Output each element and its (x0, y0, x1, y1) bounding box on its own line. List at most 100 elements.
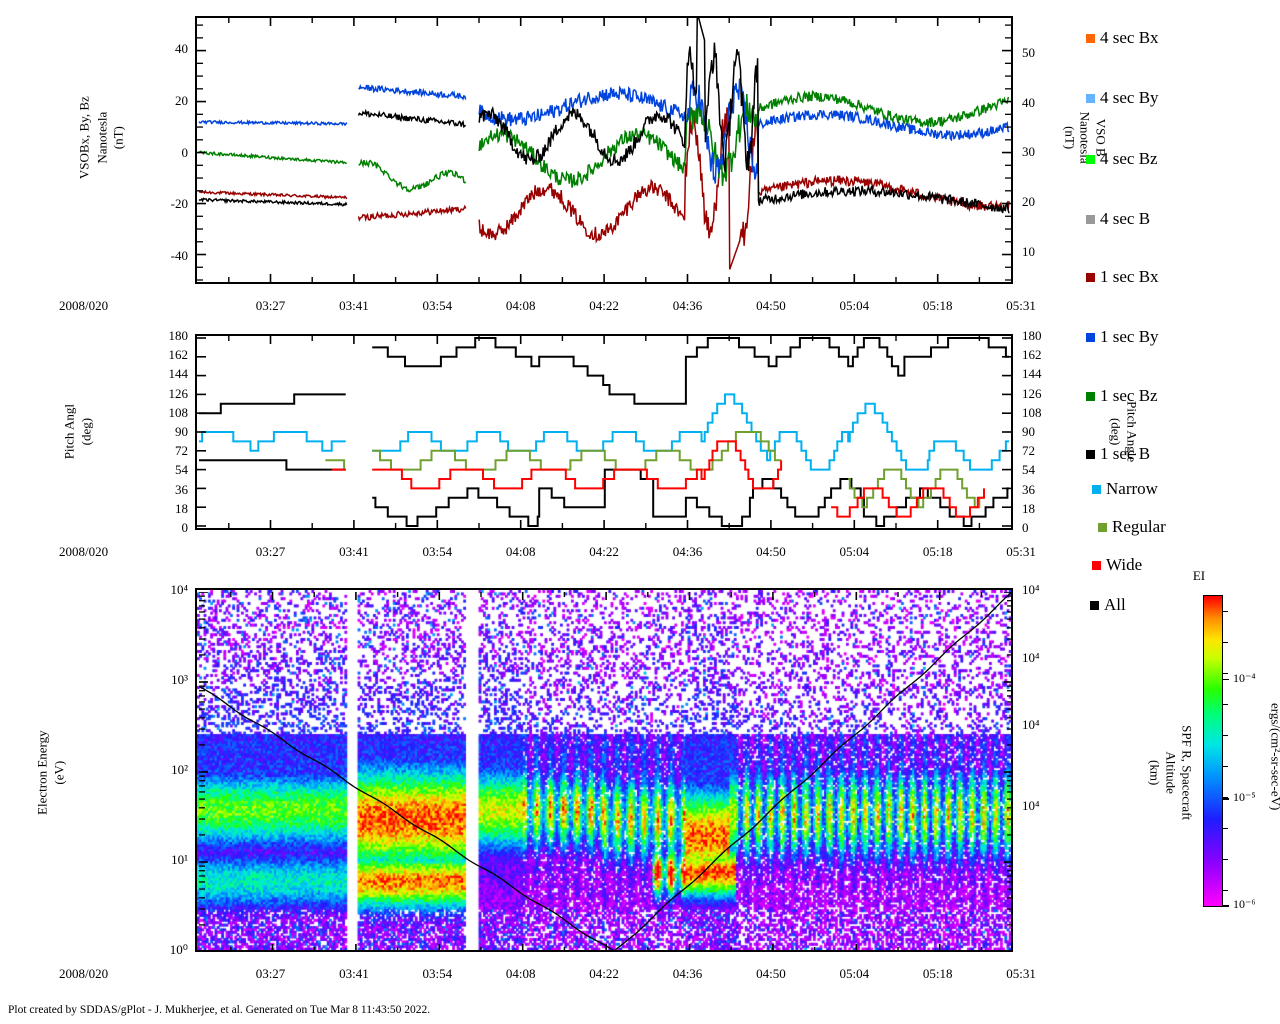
legend-item-4-sec-b[interactable]: 4 sec B (1086, 209, 1150, 229)
y-tick-label: 10⁴ (1022, 649, 1040, 665)
y-tick-label: 40 (1022, 94, 1035, 110)
legend-item-1-sec-bz[interactable]: 1 sec Bz (1086, 386, 1158, 406)
y-tick-label: 126 (1022, 385, 1042, 401)
y-tick-label: 30 (1022, 144, 1035, 160)
legend-item-1-sec-bx[interactable]: 1 sec Bx (1086, 267, 1159, 287)
x-tick-label: 03:54 (422, 544, 453, 559)
y-tick-label: 10⁴ (1022, 798, 1040, 813)
x-tick-label: 05:04 (839, 966, 870, 981)
x-tick-label: 03:54 (422, 298, 453, 313)
y-tick-label: 10⁰ (169, 942, 188, 957)
legend-item-label: 1 sec Bz (1100, 386, 1158, 405)
legend-item-label: Regular (1112, 517, 1166, 536)
y-tick-label: 36 (175, 481, 188, 497)
x-tick-label: 05:31 (1006, 298, 1036, 313)
legend-item-4-sec-bz[interactable]: 4 sec Bz (1086, 149, 1158, 169)
x-tick-label: 03:41 (339, 966, 369, 981)
legend-swatch-icon (1086, 214, 1095, 224)
colorbar-tick-label: 10⁻⁵ (1233, 790, 1256, 805)
legend-item-1-sec-b[interactable]: 1 sec B (1086, 444, 1150, 464)
y-tick-label: 126 (168, 385, 189, 401)
y-tick-label: 162 (168, 347, 189, 363)
panel3-right-axis-label-3: (km) (1147, 683, 1163, 863)
legend-swatch-icon (1086, 93, 1095, 103)
y-tick-label: 10⁴ (1022, 582, 1040, 597)
colorbar-minor-tick (1223, 889, 1228, 891)
y-tick-label: 54 (175, 462, 188, 478)
legend-item-regular[interactable]: Regular (1098, 517, 1166, 537)
x-tick-label: 04:08 (505, 544, 536, 559)
legend-item-label: Narrow (1106, 479, 1158, 498)
colorbar-tick-label: 10⁻⁴ (1233, 670, 1256, 685)
legend-item-all[interactable]: All (1090, 595, 1126, 615)
y-tick-label: 10¹ (171, 852, 188, 867)
colorbar-tick-mark (1223, 798, 1229, 800)
legend-swatch-icon (1098, 522, 1107, 532)
x-tick-label: 03:27 (255, 966, 286, 981)
y-tick-label: 72 (175, 443, 188, 459)
y-tick-label: 108 (1022, 404, 1042, 420)
legend-swatch-icon (1086, 449, 1095, 459)
legend-item-label: 4 sec By (1100, 88, 1159, 107)
colorbar-tick-label: 10⁻⁶ (1233, 897, 1256, 911)
y-tick-label: 20 (1022, 194, 1035, 210)
colorbar-minor-tick (1223, 641, 1228, 643)
y-tick-label: 0 (1022, 520, 1029, 535)
p3-ral3: (km) (1147, 760, 1163, 786)
legend-item-narrow[interactable]: Narrow (1092, 479, 1158, 499)
x-tick-label: 05:31 (1006, 966, 1036, 981)
y-tick-label: 40 (175, 41, 188, 57)
y-tick-label: 10² (171, 762, 188, 777)
x-tick-label: 04:36 (672, 544, 703, 559)
x-tick-label: 04:50 (756, 298, 786, 313)
colorbar-units-label: ergs/(cm²-sr-sec-eV) (1268, 667, 1280, 847)
legend-swatch-icon (1090, 600, 1099, 610)
legend-item-label: 4 sec Bx (1100, 28, 1159, 47)
x-tick-label: 03:27 (255, 544, 286, 559)
y-tick-label: 90 (1022, 424, 1035, 439)
panel3-right-axis-label-2: Altitude (1163, 683, 1179, 863)
x-tick-label: 05:04 (839, 544, 870, 559)
legend-swatch-icon (1086, 332, 1095, 342)
y-tick-label: 36 (1022, 481, 1035, 497)
panel-electron-energy-spectrogram (195, 588, 1013, 952)
x-tick-label: 05:18 (922, 966, 953, 981)
colorbar-minor-tick (1223, 703, 1228, 705)
x-tick-label: 03:54 (422, 966, 453, 981)
y-tick-label: 50 (1022, 44, 1035, 60)
panel3-right-axis-label-1: SPF R, Spacecraft (1179, 683, 1195, 863)
x-tick-label: 04:36 (672, 298, 703, 313)
y-tick-label: 162 (1022, 347, 1042, 363)
panel1-date-label: 2008/020 (59, 298, 109, 313)
y-tick-label: 108 (168, 404, 189, 420)
y-tick-label: 18 (175, 500, 188, 516)
legend-item-4-sec-by[interactable]: 4 sec By (1086, 88, 1159, 108)
colorbar-minor-tick (1223, 796, 1228, 798)
colorbar-minor-tick (1223, 858, 1228, 860)
panel2-date-label: 2008/020 (59, 544, 109, 559)
x-tick-label: 04:50 (756, 966, 786, 981)
y-tick-label: 10 (1022, 244, 1035, 260)
panel3-date-label: 2008/020 (59, 966, 109, 981)
legend-item-label: 1 sec B (1100, 444, 1151, 463)
legend-item-1-sec-by[interactable]: 1 sec By (1086, 327, 1159, 347)
colorbar-minor-tick (1223, 765, 1228, 767)
colorbar-title: EI (1192, 568, 1206, 583)
legend-swatch-icon (1086, 154, 1095, 164)
y-tick-label: 0 (181, 144, 189, 160)
legend: 4 sec Bx 4 sec By 4 sec Bz 4 sec B 1 sec Bx 1… (1078, 10, 1278, 614)
legend-item-4-sec-bx[interactable]: 4 sec Bx (1086, 28, 1159, 48)
x-tick-label: 04:08 (505, 966, 536, 981)
colorbar-minor-tick (1223, 672, 1228, 674)
x-tick-label: 03:41 (339, 298, 369, 313)
y-tick-label: -40 (170, 248, 188, 264)
x-tick-label: 05:18 (922, 298, 953, 313)
x-tick-label: 04:36 (672, 966, 703, 981)
footer-credit: Plot created by SDDAS/gPlot - J. Mukherj… (8, 1004, 431, 1016)
colorbar-tick-mark (1223, 678, 1229, 681)
legend-item-wide[interactable]: Wide (1092, 555, 1142, 575)
colorbar (1203, 595, 1223, 907)
y-tick-label: 180 (1022, 328, 1042, 343)
x-tick-label: 05:04 (839, 298, 870, 313)
